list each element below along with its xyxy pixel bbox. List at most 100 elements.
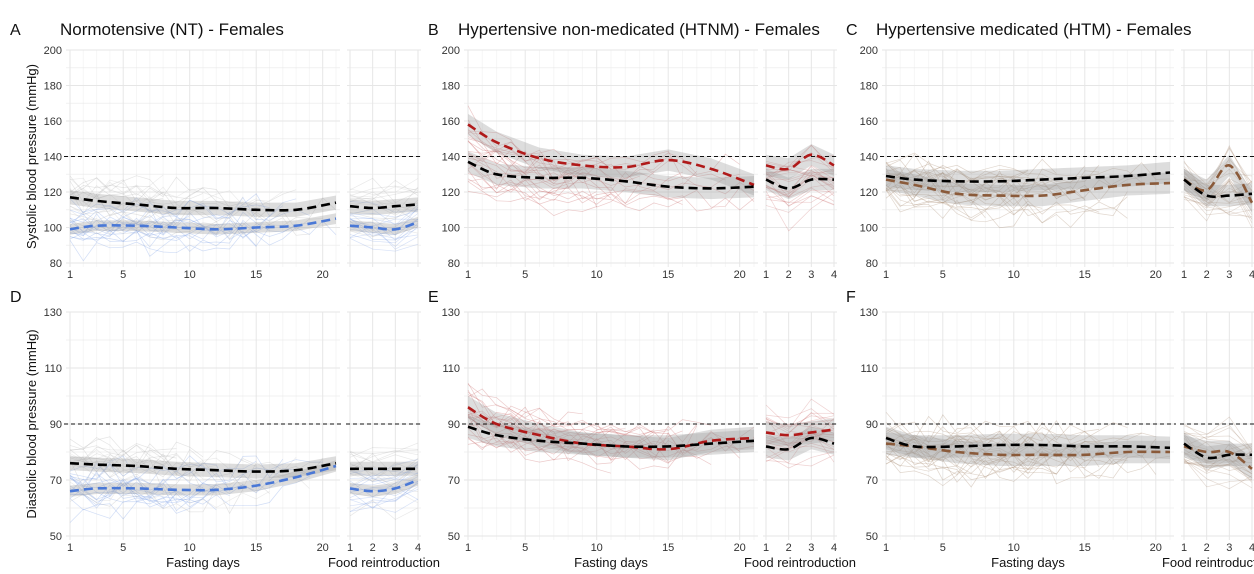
individual-trace (69, 226, 164, 240)
individual-trace (885, 170, 1015, 195)
individual-trace (69, 483, 217, 506)
individual-trace-reintro (765, 432, 835, 451)
individual-trace (885, 435, 1000, 461)
confidence-band (468, 396, 754, 461)
x-tick-label: 1 (465, 542, 471, 554)
individual-trace-reintro (349, 486, 419, 509)
individual-trace-reintro (1183, 192, 1253, 217)
individual-trace-reintro (349, 482, 419, 497)
individual-trace (69, 478, 244, 503)
individual-trace (467, 434, 755, 459)
y-tick-label: 160 (44, 116, 62, 128)
x-tick-label: 15 (1079, 269, 1091, 281)
individual-trace-reintro (349, 442, 419, 462)
individual-trace (467, 169, 755, 208)
individual-trace-reintro (1183, 147, 1253, 190)
individual-trace (69, 484, 217, 503)
individual-trace (885, 440, 1128, 483)
mean-line-group (467, 123, 755, 187)
individual-trace-reintro (765, 434, 835, 450)
individual-trace-reintro (1183, 188, 1253, 216)
individual-trace (885, 422, 1100, 450)
individual-trace-reintro (765, 418, 835, 446)
individual-trace (467, 405, 683, 448)
individual-trace (69, 453, 323, 489)
mean-line-group-reintro (349, 478, 419, 493)
individual-trace-reintro (349, 186, 419, 215)
panel-title: Hypertensive non-medicated (HTNM) - Fema… (458, 20, 820, 39)
individual-trace (885, 160, 1100, 199)
x-tick-label: 15 (1079, 542, 1091, 554)
x-tick-label: 10 (1008, 542, 1020, 554)
individual-trace-reintro (765, 152, 835, 173)
x-tick-label-reintro: 3 (1226, 542, 1232, 554)
individual-trace-reintro (1183, 443, 1253, 461)
individual-trace-reintro (349, 488, 419, 508)
individual-trace-reintro (1183, 452, 1253, 471)
individual-trace-reintro (765, 183, 835, 198)
individual-traces (467, 382, 755, 474)
individual-trace (885, 436, 1043, 467)
y-tick-label: 50 (866, 531, 878, 543)
individual-trace (69, 186, 270, 213)
x-axis-label-reintro: Food reintroduction (328, 555, 440, 570)
individual-trace-reintro (349, 188, 419, 199)
y-axis-label: Systolic blood pressure (mmHg) (24, 64, 39, 249)
individual-trace-reintro (349, 185, 419, 197)
individual-trace-reintro (765, 432, 835, 447)
x-tick-label: 20 (317, 269, 329, 281)
x-tick-label-reintro: 1 (1181, 269, 1187, 281)
y-tick-label: 180 (44, 81, 62, 93)
y-tick-label: 120 (442, 187, 460, 199)
x-tick-label-reintro: 2 (1204, 269, 1210, 281)
x-tick-label: 5 (120, 269, 126, 281)
individual-trace-reintro (765, 451, 835, 469)
individual-trace-reintro (349, 221, 419, 241)
mean-line-overall (69, 461, 337, 473)
individual-trace (885, 184, 1043, 215)
individual-trace-reintro (765, 165, 835, 194)
mean-line-overall-reintro (765, 177, 835, 190)
individual-trace (885, 434, 986, 463)
x-tick-label-reintro: 1 (763, 542, 769, 554)
individual-trace-reintro (765, 443, 835, 453)
individual-trace (467, 153, 597, 182)
individual-trace (69, 488, 230, 509)
individual-trace (467, 132, 655, 188)
individual-trace (69, 215, 310, 241)
individual-trace-reintro (1183, 144, 1253, 196)
individual-trace-reintro (349, 465, 419, 482)
x-axis-label-fasting: Fasting days (991, 555, 1065, 570)
individual-trace-reintro (1183, 180, 1253, 224)
individual-trace (69, 436, 177, 459)
individual-trace-reintro (1183, 182, 1253, 229)
individual-trace (885, 429, 1156, 453)
individual-trace-reintro (349, 237, 419, 252)
individual-trace-reintro (1183, 427, 1253, 450)
individual-trace-reintro (1183, 180, 1253, 204)
individual-trace-reintro (1183, 459, 1253, 474)
mean-line-overall (885, 436, 1171, 450)
x-tick-label-reintro: 2 (1204, 542, 1210, 554)
individual-trace (467, 140, 597, 200)
individual-trace (467, 150, 698, 205)
individual-trace-reintro (1183, 451, 1253, 489)
individual-trace-reintro (349, 482, 419, 501)
individual-trace-reintro (349, 210, 419, 218)
individual-trace (69, 223, 270, 247)
individual-trace-reintro (765, 427, 835, 449)
individual-trace-reintro (349, 227, 419, 238)
individual-trace (69, 176, 204, 203)
individual-trace-reintro (766, 169, 835, 178)
individual-trace (885, 447, 1114, 485)
individual-trace (69, 486, 244, 515)
individual-trace (467, 130, 612, 170)
individual-trace-reintro (349, 213, 419, 237)
individual-trace-reintro (349, 204, 419, 226)
individual-trace-reintro (349, 186, 419, 198)
individual-trace-reintro (349, 466, 419, 483)
individual-trace (885, 452, 1171, 480)
individual-trace (885, 166, 1071, 200)
panel-letter: B (428, 22, 439, 39)
